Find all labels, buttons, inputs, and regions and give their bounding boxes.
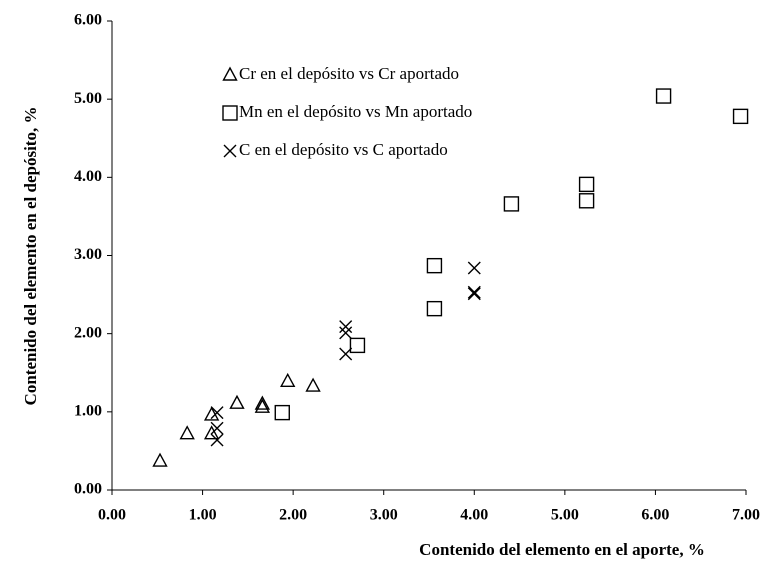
point: [179, 425, 195, 440]
legend-marker: [223, 144, 237, 158]
point: [254, 398, 271, 413]
y-tick-label: 5.00: [74, 90, 102, 107]
x-tick-label: 0.00: [98, 507, 126, 524]
point: [280, 372, 296, 388]
legend-marker: [222, 66, 238, 81]
point: [467, 285, 481, 299]
point: [254, 395, 271, 410]
x-tick-label: 2.00: [279, 507, 307, 524]
x-tick-label: 1.00: [189, 507, 217, 524]
point: [339, 347, 353, 361]
point: [578, 176, 595, 193]
x-axis-title: Contenido del elemento en el aporte, %: [419, 540, 705, 559]
point: [152, 452, 168, 467]
x-tick-label: 7.00: [732, 507, 760, 524]
x-tick-label: 4.00: [460, 507, 488, 524]
point: [210, 421, 224, 435]
legend-label: Cr en el depósito vs Cr aportado: [239, 64, 459, 83]
point: [210, 406, 224, 420]
point: [210, 433, 224, 447]
y-tick-label: 0.00: [74, 481, 102, 498]
point: [426, 257, 443, 274]
y-tick-label: 2.00: [74, 324, 102, 341]
point: [349, 337, 366, 354]
y-axis-title: Contenido del elemento en el depósito, %: [21, 107, 40, 406]
point: [305, 377, 321, 392]
point: [339, 326, 353, 340]
point: [274, 404, 290, 421]
point: [655, 88, 672, 104]
legend-label: C en el depósito vs C aportado: [239, 140, 448, 159]
y-tick-label: 3.00: [74, 246, 102, 263]
point: [467, 287, 481, 301]
x-tick-label: 5.00: [551, 507, 579, 524]
point: [732, 108, 749, 125]
point: [426, 300, 443, 317]
point: [203, 425, 220, 440]
x-tick-label: 3.00: [370, 507, 398, 524]
y-tick-label: 1.00: [74, 403, 102, 420]
legend-label: Mn en el depósito vs Mn aportado: [239, 102, 472, 121]
y-tick-label: 6.00: [74, 12, 102, 29]
point: [578, 193, 595, 209]
point: [229, 394, 245, 409]
point: [503, 196, 520, 212]
point: [339, 320, 353, 334]
point: [467, 261, 481, 275]
y-tick-label: 4.00: [74, 168, 102, 185]
x-tick-label: 6.00: [641, 507, 669, 524]
legend-marker: [222, 105, 238, 121]
